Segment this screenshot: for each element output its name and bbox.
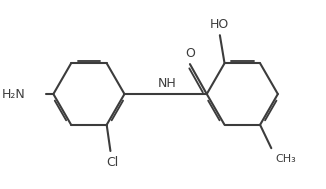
Text: HO: HO [210,19,230,31]
Text: O: O [185,47,195,60]
Text: Cl: Cl [106,156,118,169]
Text: H₂N: H₂N [2,88,25,101]
Text: CH₃: CH₃ [275,154,296,164]
Text: NH: NH [158,77,177,90]
